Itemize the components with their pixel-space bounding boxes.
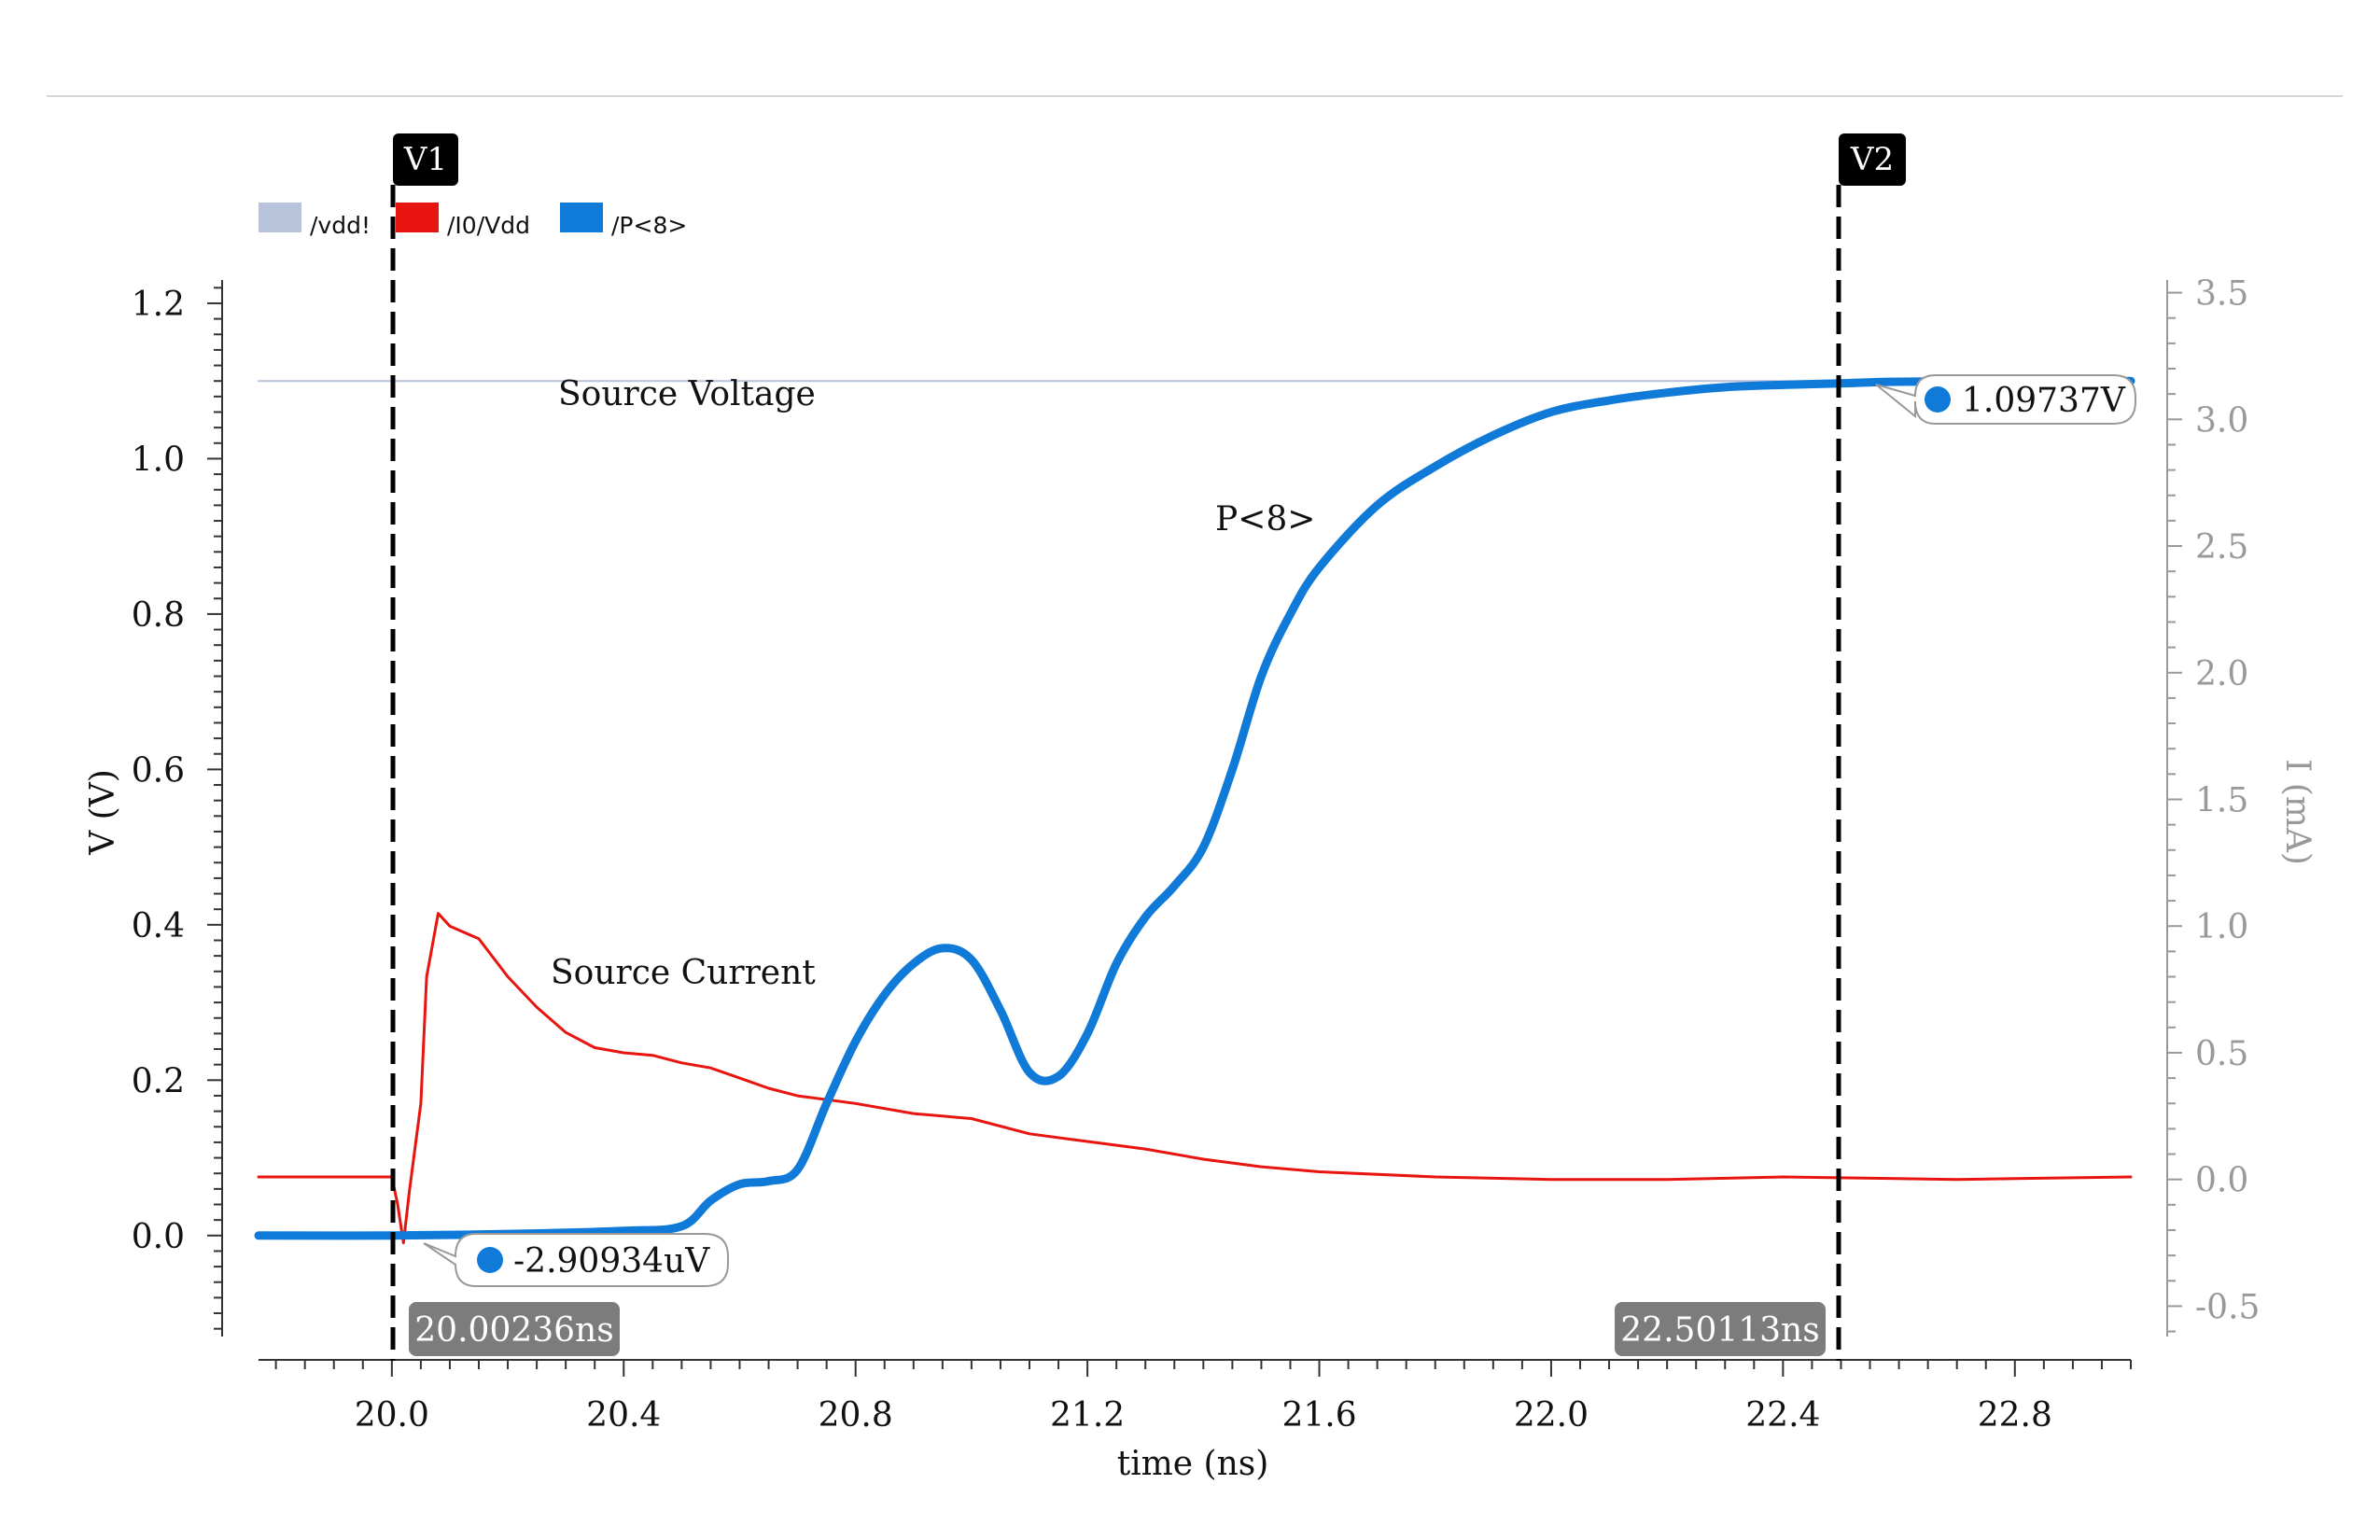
legend: /vdd! /I0/Vdd /P<8> (259, 203, 687, 239)
y-axis-title-left: V (V) (84, 769, 122, 856)
legend-swatch-vdd (259, 203, 301, 232)
y-left-tick-label: 0.4 (132, 907, 185, 945)
marker-v1-point-value: -2.90934uV (513, 1242, 710, 1281)
series-i0-vdd-line (257, 912, 2133, 1245)
y-right-tick-label: 0.5 (2195, 1035, 2248, 1073)
marker-v1-tag[interactable] (393, 133, 458, 186)
x-tick-label: 20.8 (819, 1396, 893, 1435)
marker-v1-point-dot (477, 1247, 503, 1273)
x-tick-label: 20.4 (586, 1396, 661, 1435)
marker-v1-callout (423, 1233, 729, 1287)
y-right-tick-label: 0.0 (2195, 1162, 2248, 1200)
y-right-tick-label: 1.0 (2195, 908, 2248, 946)
legend-label-i0-vdd: /I0/Vdd (447, 212, 530, 239)
marker-v2-label: V2 (1850, 141, 1894, 178)
x-tick-label: 20.0 (355, 1396, 429, 1435)
x-axis-title: time (ns) (1117, 1445, 1269, 1483)
legend-swatch-i0-vdd (396, 203, 439, 232)
y-left-tick-label: 1.0 (132, 441, 185, 479)
marker-v1-label: V1 (403, 141, 447, 178)
legend-label-p8: /P<8> (611, 212, 687, 239)
marker-v1[interactable]: V1 20.00236ns -2.90934uV (390, 133, 729, 1361)
x-tick-label: 22.0 (1514, 1396, 1589, 1435)
x-tick-label: 21.6 (1281, 1396, 1356, 1435)
marker-v1-time-label: 20.00236ns (414, 1311, 613, 1350)
y-left-tick-label: 0.6 (132, 751, 185, 790)
series-p8-line (254, 376, 2135, 1240)
y-right-tick-label: 2.0 (2195, 655, 2248, 693)
y-axis-title-right: I (mA) (2278, 759, 2317, 865)
x-tick-label: 22.4 (1745, 1396, 1820, 1435)
y-right-tick-label: 3.0 (2195, 401, 2248, 440)
legend-label-vdd: /vdd! (310, 212, 371, 239)
y-left-tick-label: 1.2 (132, 286, 185, 324)
marker-v1-time-box (409, 1302, 620, 1356)
y-right-tick-label: 3.5 (2195, 275, 2248, 314)
marker-v2-tag[interactable] (1839, 133, 1906, 186)
annotation-source-voltage: Source Voltage (558, 375, 816, 413)
marker-v2-point-dot (1925, 386, 1951, 413)
marker-v2-time-box (1615, 1302, 1826, 1356)
annotation-p8: P<8> (1215, 500, 1315, 539)
y-left-tick-label: 0.2 (132, 1062, 185, 1100)
annotation-source-current: Source Current (551, 954, 816, 992)
marker-v2-time-label: 22.50113ns (1620, 1311, 1819, 1350)
x-tick-label: 21.2 (1050, 1396, 1125, 1435)
y-right-tick-label: 2.5 (2195, 528, 2248, 567)
y-left-tick-label: 0.8 (132, 596, 185, 635)
legend-swatch-p8 (560, 203, 603, 232)
y-right-tick-label: -0.5 (2195, 1288, 2260, 1326)
y-right-tick-label: 1.5 (2195, 781, 2248, 819)
y-left-tick-label: 0.0 (132, 1218, 185, 1256)
x-tick-label: 22.8 (1978, 1396, 2052, 1435)
marker-v2-point-value: 1.09737V (1962, 382, 2126, 420)
marker-v2[interactable]: V2 22.50113ns 1.09737V (1615, 133, 2136, 1361)
